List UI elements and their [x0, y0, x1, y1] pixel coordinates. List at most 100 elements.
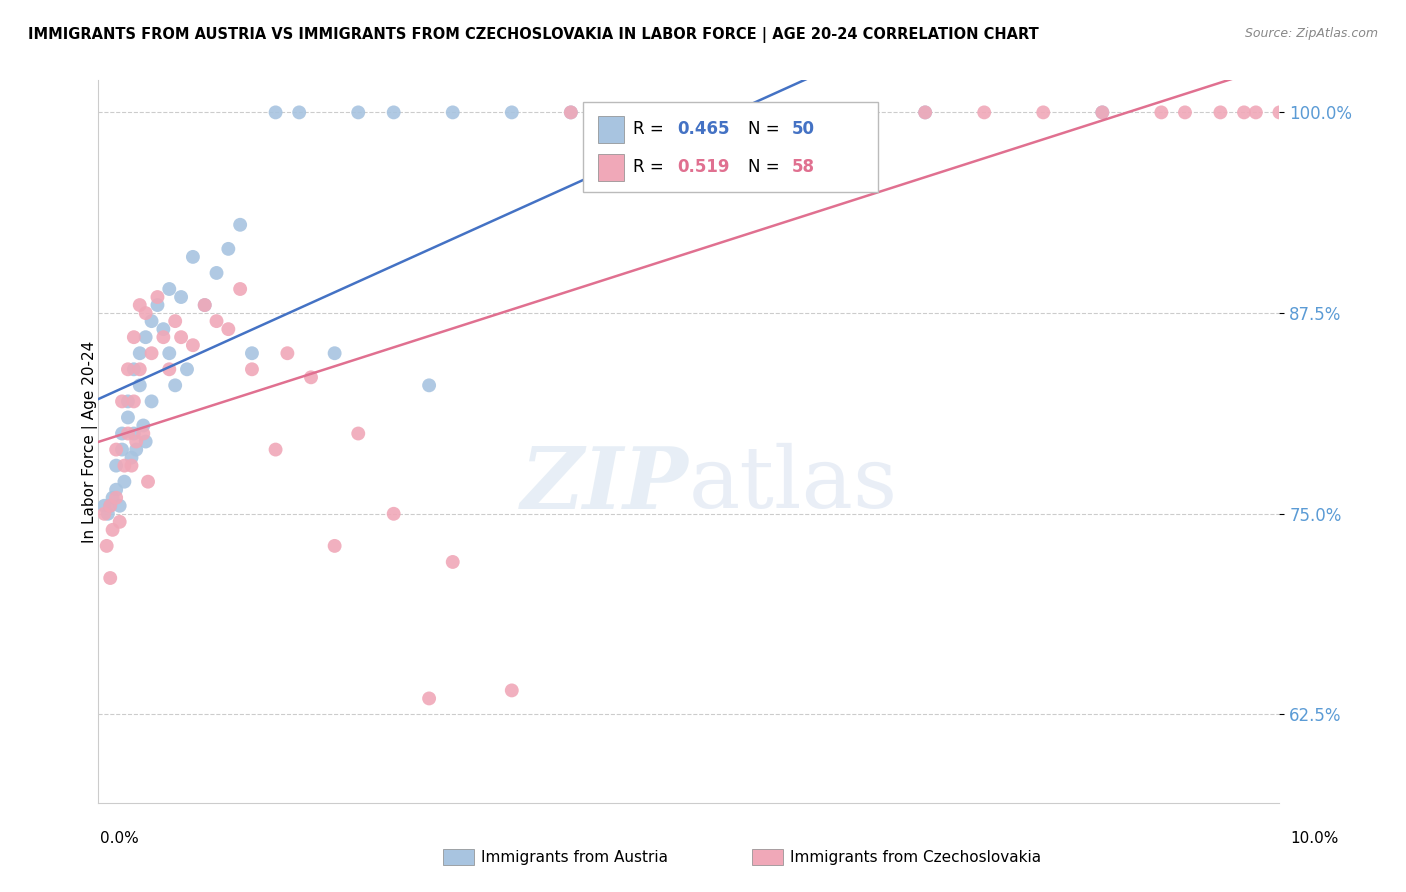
Point [299, 370, 322, 384]
Point [135, 306, 157, 320]
Point [117, 362, 139, 376]
Point [121, 458, 143, 473]
Point [105, 458, 128, 473]
Point [441, 105, 464, 120]
Point [93, 507, 115, 521]
Point [105, 442, 128, 457]
Point [135, 434, 157, 449]
Point [112, 475, 135, 489]
Point [125, 442, 148, 457]
Point [136, 475, 159, 489]
Point [323, 346, 346, 360]
Point [1244, 105, 1267, 120]
Point [1032, 105, 1054, 120]
Point [323, 539, 346, 553]
Point [128, 378, 150, 392]
FancyBboxPatch shape [582, 102, 877, 193]
Point [111, 426, 134, 441]
Point [105, 491, 128, 505]
Point [152, 322, 174, 336]
Point [855, 105, 877, 120]
Text: N =: N = [748, 158, 785, 176]
Point [382, 105, 405, 120]
Text: Source: ZipAtlas.com: Source: ZipAtlas.com [1244, 27, 1378, 40]
Point [560, 105, 582, 120]
Text: 0.519: 0.519 [678, 158, 730, 176]
Point [132, 418, 155, 433]
Point [205, 314, 228, 328]
Point [105, 483, 128, 497]
Text: IMMIGRANTS FROM AUSTRIA VS IMMIGRANTS FROM CZECHOSLOVAKIA IN LABOR FORCE | AGE 2: IMMIGRANTS FROM AUSTRIA VS IMMIGRANTS FR… [28, 27, 1039, 43]
Point [122, 394, 145, 409]
Point [240, 346, 263, 360]
Point [170, 330, 193, 344]
Point [1174, 105, 1197, 120]
Point [737, 105, 759, 120]
Point [97, 507, 120, 521]
Bar [598, 116, 624, 143]
Text: 58: 58 [792, 158, 814, 176]
Point [1091, 105, 1114, 120]
Point [217, 322, 239, 336]
Bar [598, 154, 624, 181]
Text: 0.0%: 0.0% [100, 831, 139, 846]
Point [240, 362, 263, 376]
Text: ZIP: ZIP [522, 443, 689, 526]
Text: Immigrants from Czechoslovakia: Immigrants from Czechoslovakia [790, 850, 1042, 864]
Point [93, 499, 115, 513]
Text: R =: R = [634, 158, 669, 176]
Point [619, 105, 641, 120]
Point [264, 442, 287, 457]
Point [347, 426, 370, 441]
Point [146, 298, 169, 312]
Point [157, 346, 180, 360]
Point [125, 434, 148, 449]
Point [276, 346, 298, 360]
Point [98, 571, 121, 585]
Text: 0.465: 0.465 [678, 120, 730, 137]
Point [1091, 105, 1114, 120]
Point [128, 346, 150, 360]
Point [176, 362, 198, 376]
Point [418, 691, 440, 706]
Point [117, 394, 139, 409]
Text: 10.0%: 10.0% [1291, 831, 1339, 846]
Point [112, 458, 135, 473]
Point [288, 105, 311, 120]
Point [194, 298, 217, 312]
Point [501, 105, 523, 120]
Point [121, 450, 143, 465]
Point [141, 346, 163, 360]
Text: R =: R = [634, 120, 669, 137]
Text: Immigrants from Austria: Immigrants from Austria [481, 850, 668, 864]
Point [914, 105, 936, 120]
Point [128, 362, 150, 376]
Point [194, 298, 217, 312]
Point [1209, 105, 1232, 120]
Point [229, 218, 252, 232]
Point [181, 250, 204, 264]
Point [117, 410, 139, 425]
Point [117, 426, 139, 441]
Point [96, 539, 118, 553]
Point [128, 298, 150, 312]
Point [141, 314, 163, 328]
Point [229, 282, 252, 296]
Point [170, 290, 193, 304]
Point [101, 523, 124, 537]
Point [108, 515, 131, 529]
Text: atlas: atlas [689, 443, 898, 526]
Point [132, 426, 155, 441]
Point [1268, 105, 1291, 120]
Point [737, 105, 759, 120]
Point [973, 105, 995, 120]
Point [157, 362, 180, 376]
Point [181, 338, 204, 352]
Point [98, 499, 121, 513]
Point [165, 314, 187, 328]
Text: 50: 50 [792, 120, 814, 137]
Point [111, 394, 134, 409]
Point [560, 105, 582, 120]
Point [205, 266, 228, 280]
Point [217, 242, 239, 256]
